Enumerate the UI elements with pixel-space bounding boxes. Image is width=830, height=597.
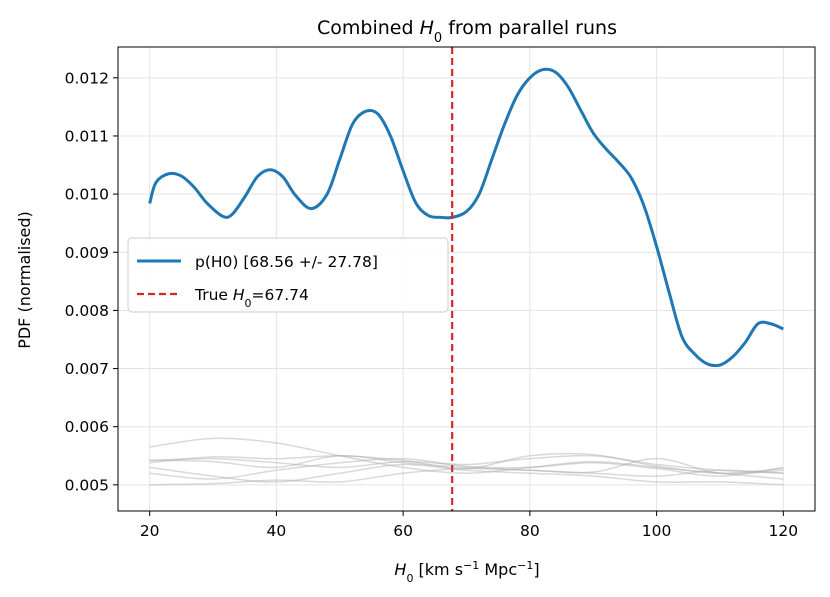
individual-run-line: [149, 457, 784, 480]
individual-run-line: [149, 452, 784, 474]
plot-frame: [117, 46, 816, 512]
legend: p(H0) [68.56 +/- 27.78] True H0=67.74: [127, 237, 449, 313]
individual-run-line: [149, 454, 784, 474]
individual-run-line: [149, 437, 784, 480]
y-tick-label: 0.011: [65, 127, 109, 145]
y-ticks: 0.005 0.006 0.007 0.008 0.009 0.010 0.011 0.012: [65, 69, 118, 494]
individual-runs: [149, 437, 784, 486]
legend-box: [127, 237, 449, 313]
individual-run-line: [149, 463, 784, 486]
y-axis-label: PDF (normalised): [15, 211, 34, 349]
x-tick-label: 40: [267, 522, 287, 540]
combined-series: [148, 67, 784, 368]
y-tick-label: 0.008: [65, 302, 109, 320]
x-tick-label: 120: [769, 522, 799, 540]
x-axis-label: H0 [km s−1 Mpc−1]: [394, 559, 539, 585]
y-tick-label: 0.010: [65, 186, 109, 204]
legend-true-label: True H0=67.74: [194, 286, 309, 310]
x-tick-label: 60: [393, 522, 413, 540]
combined-pdf-line: [148, 67, 784, 368]
y-tick-label: 0.006: [65, 418, 109, 436]
individual-run-line: [149, 454, 784, 477]
y-tick-label: 0.005: [65, 476, 109, 494]
x-tick-label: 20: [140, 522, 160, 540]
chart-title: Combined H0 from parallel runs: [317, 17, 617, 46]
legend-combined-label: p(H0) [68.56 +/- 27.78]: [195, 253, 378, 271]
y-tick-label: 0.007: [65, 360, 109, 378]
individual-run-line: [149, 457, 784, 486]
y-tick-label: 0.009: [65, 244, 109, 262]
x-tick-label: 80: [520, 522, 540, 540]
x-ticks: 20 40 60 80 100 120: [140, 511, 798, 540]
y-tick-label: 0.012: [65, 69, 109, 87]
x-tick-label: 100: [642, 522, 672, 540]
